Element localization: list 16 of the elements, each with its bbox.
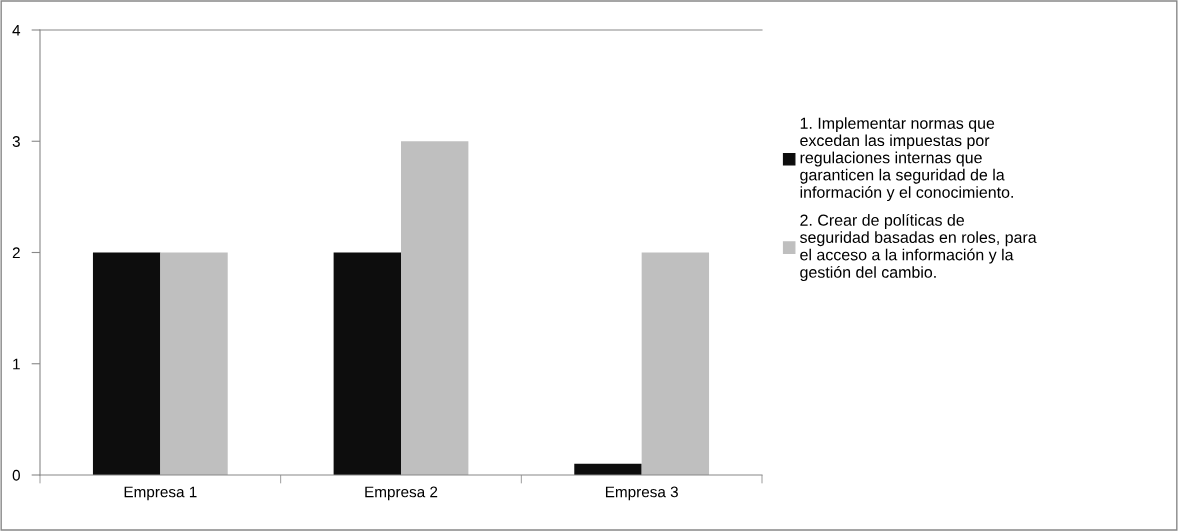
legend-label: 1. Implementar normas que excedan las impuestas por regulaciones internas que garanticen la seguridad de la información y el conocimiento. <box>800 117 1013 202</box>
bar <box>92 252 161 475</box>
y-tick-label: 0 <box>12 469 20 481</box>
bar <box>641 252 710 475</box>
legend-label: 2. Crear de políticas de seguridad basadas en roles, para el acceso a la información y la gestión del cambio. <box>800 213 1037 282</box>
y-tick-label: 1 <box>13 358 20 370</box>
y-tick-label: 3 <box>12 136 20 147</box>
bar <box>333 252 401 475</box>
x-tick-label: Empresa 2 <box>365 486 438 501</box>
y-tick-label: 4 <box>12 25 21 36</box>
bar <box>401 141 469 475</box>
y-tick-label: 2 <box>12 247 20 259</box>
bar <box>574 463 642 475</box>
x-tick-label: Empresa 3 <box>605 486 678 501</box>
x-tick-label: Empresa 1 <box>124 486 197 501</box>
bar <box>160 252 228 475</box>
